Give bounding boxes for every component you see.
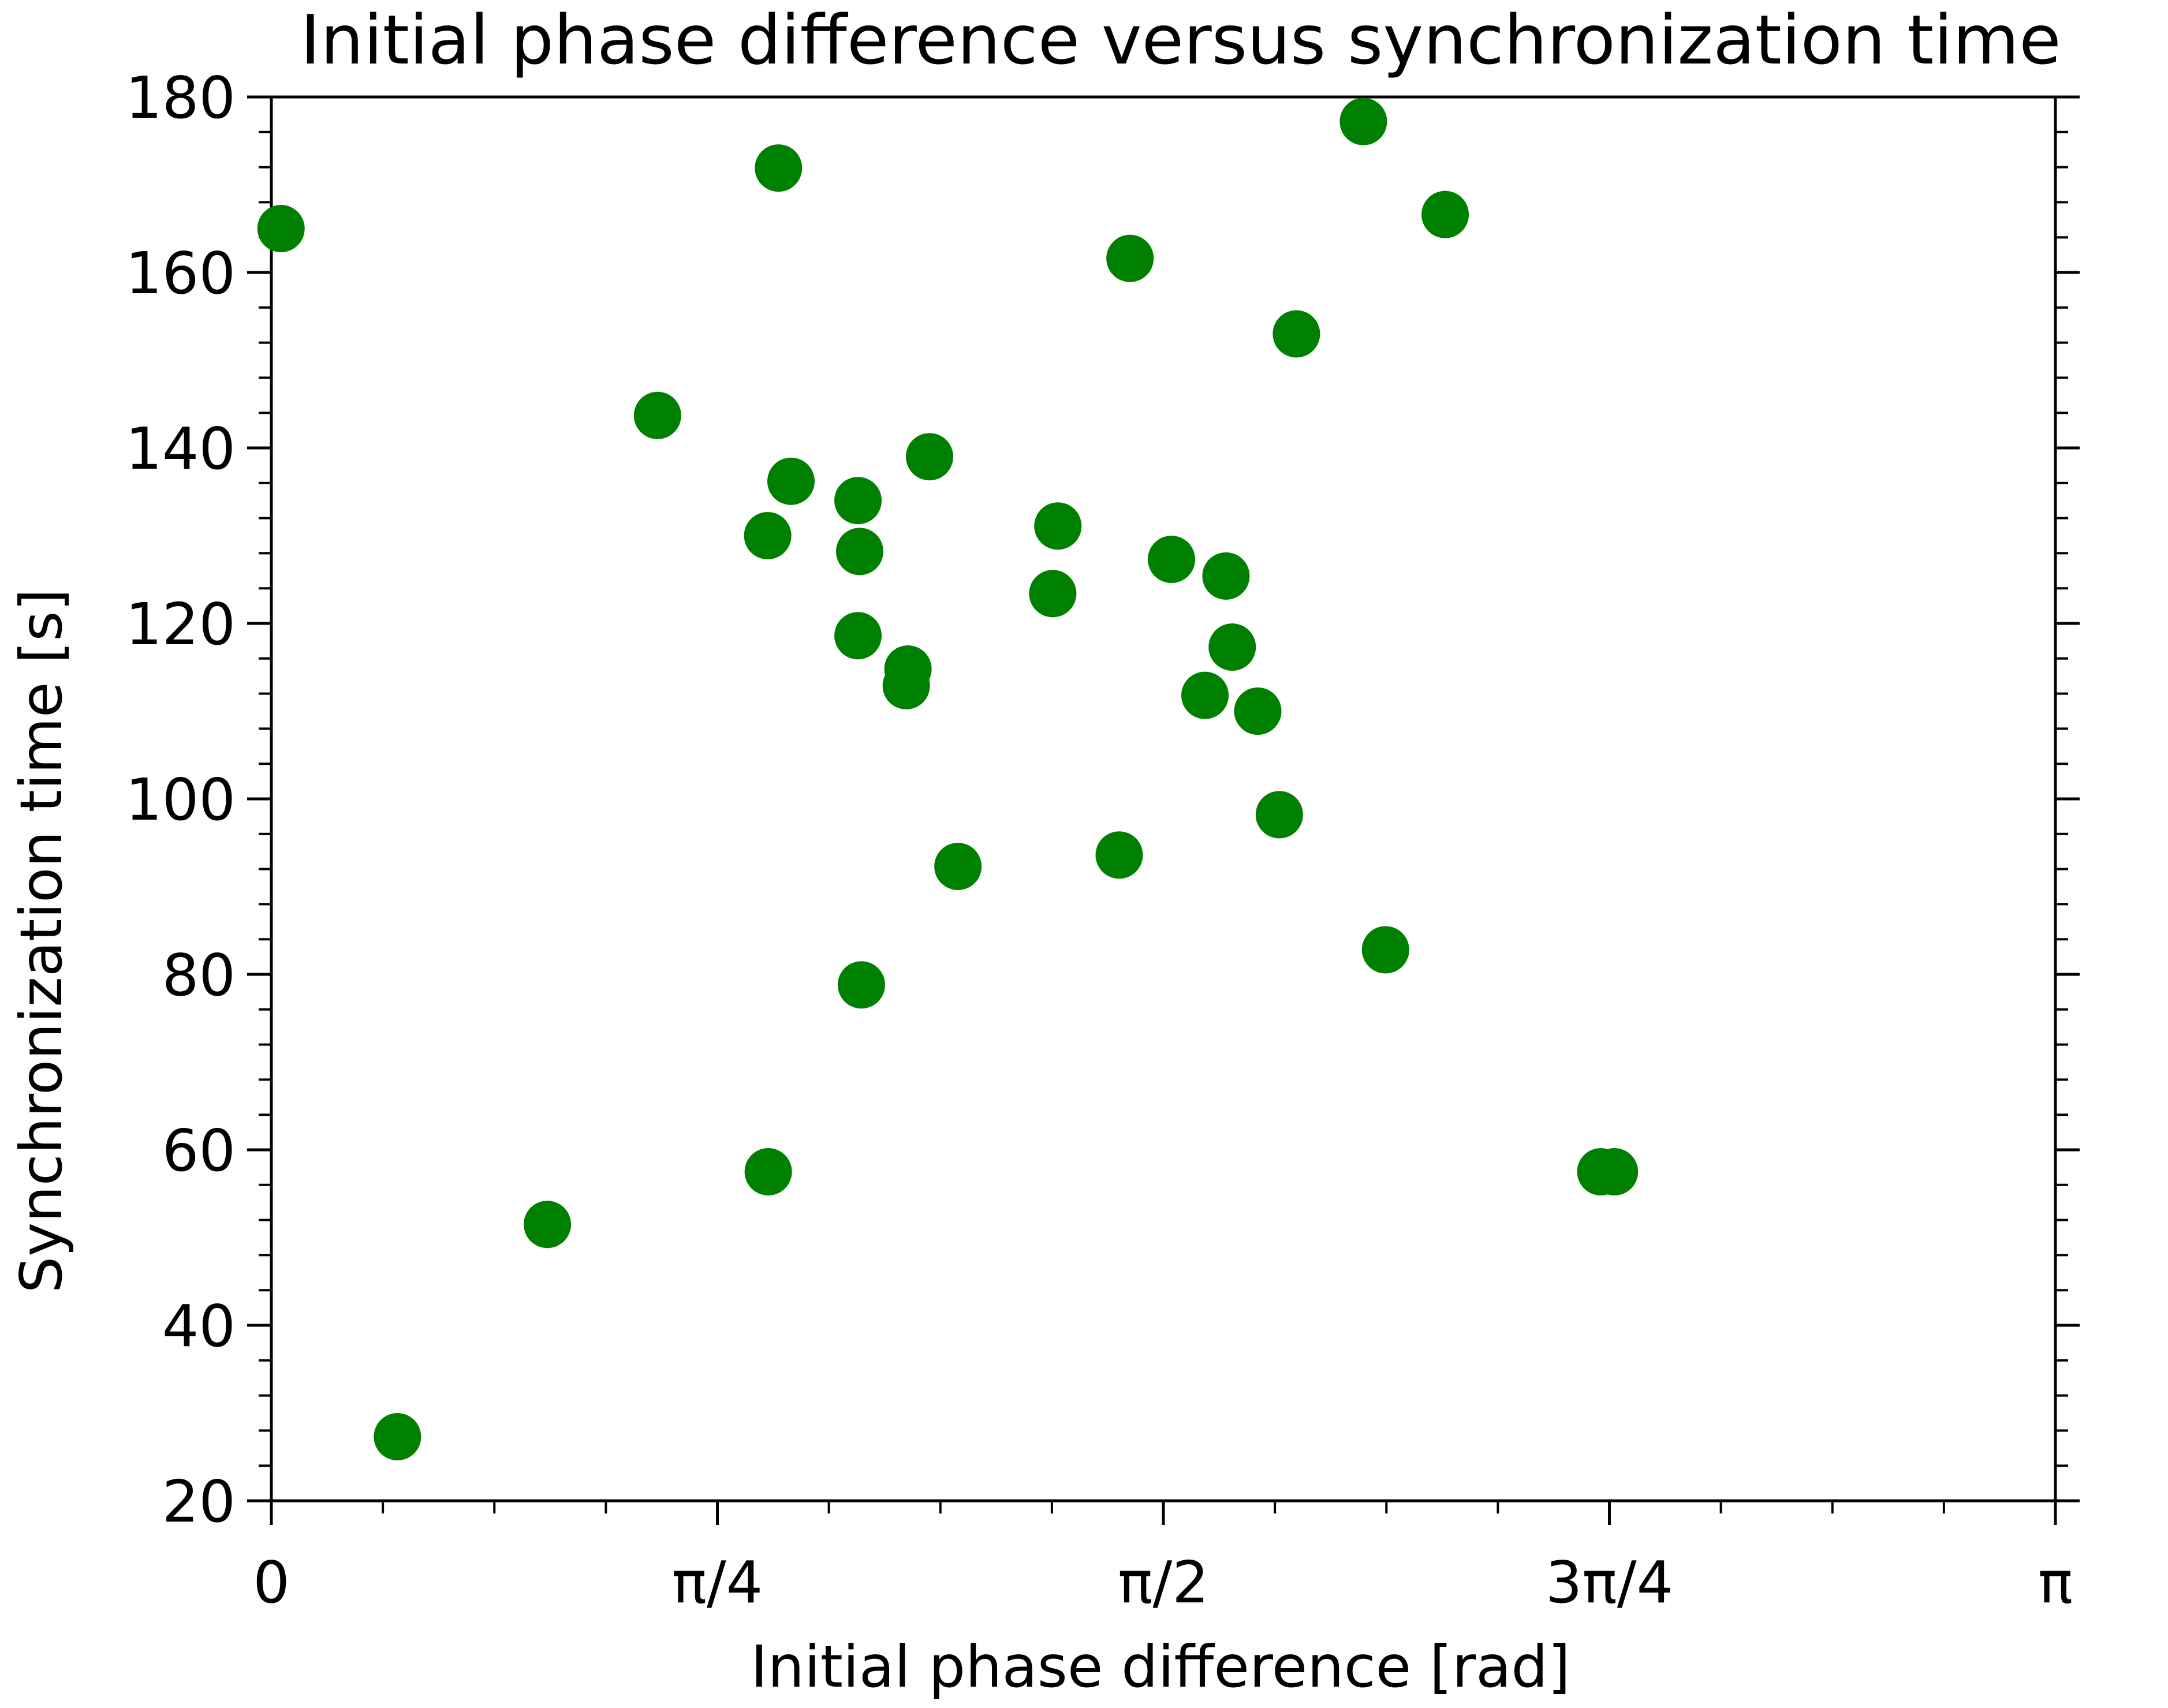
y-tick-label: 80 <box>162 941 236 1009</box>
data-point <box>524 1201 572 1249</box>
y-axis: 20 40 60 80 100 120 140 160 180 <box>125 64 2080 1535</box>
data-point <box>1034 502 1082 550</box>
data-point <box>1029 570 1077 618</box>
y-tick-label: 180 <box>125 64 236 132</box>
plot-area: 20 40 60 80 100 120 140 160 180 0 π/4 π/2 3π/4 π <box>125 64 2080 1616</box>
data-point <box>744 512 792 559</box>
x-tick-label: π/2 <box>1118 1549 1209 1616</box>
x-axis: 0 π/4 π/2 3π/4 π <box>253 1501 2073 1616</box>
data-point <box>835 528 883 575</box>
data-point <box>1255 791 1303 839</box>
y-tick-label: 40 <box>162 1292 236 1360</box>
y-tick-label: 60 <box>162 1117 236 1184</box>
data-points <box>257 98 1639 1461</box>
data-point <box>834 612 882 660</box>
data-point <box>767 457 815 505</box>
data-point <box>1106 234 1154 282</box>
y-tick-label: 160 <box>125 240 236 307</box>
data-point <box>837 961 885 1009</box>
x-tick-label: π/4 <box>672 1549 763 1616</box>
x-tick-label: 3π/4 <box>1546 1549 1673 1616</box>
data-point <box>1591 1148 1639 1195</box>
data-point <box>1421 190 1469 238</box>
data-point <box>934 843 982 891</box>
data-point <box>1181 671 1229 719</box>
data-point <box>257 205 305 252</box>
x-tick-label: 0 <box>253 1549 290 1616</box>
data-point <box>633 391 681 439</box>
x-axis-title: Initial phase difference [rad] <box>751 1633 1570 1700</box>
data-point <box>1202 552 1250 600</box>
data-point <box>1208 623 1256 671</box>
x-tick-label: π <box>2038 1549 2073 1616</box>
y-axis-title: Synchronization time [s] <box>8 589 75 1294</box>
data-point <box>374 1413 421 1461</box>
y-tick-label: 100 <box>125 766 236 834</box>
y-tick-label: 140 <box>125 415 236 483</box>
data-point <box>1234 687 1282 735</box>
data-point <box>834 477 882 525</box>
data-point <box>755 144 803 192</box>
data-point <box>744 1148 792 1195</box>
data-point <box>905 433 953 481</box>
data-point <box>1095 831 1143 879</box>
data-point <box>1339 98 1387 145</box>
data-point <box>1147 536 1195 584</box>
y-tick-label: 120 <box>125 590 236 658</box>
data-point <box>882 661 930 709</box>
y-tick-label: 20 <box>162 1468 236 1535</box>
data-point <box>1361 926 1409 974</box>
data-point <box>1273 310 1320 358</box>
chart-title: Initial phase difference versus synchron… <box>300 0 2061 80</box>
